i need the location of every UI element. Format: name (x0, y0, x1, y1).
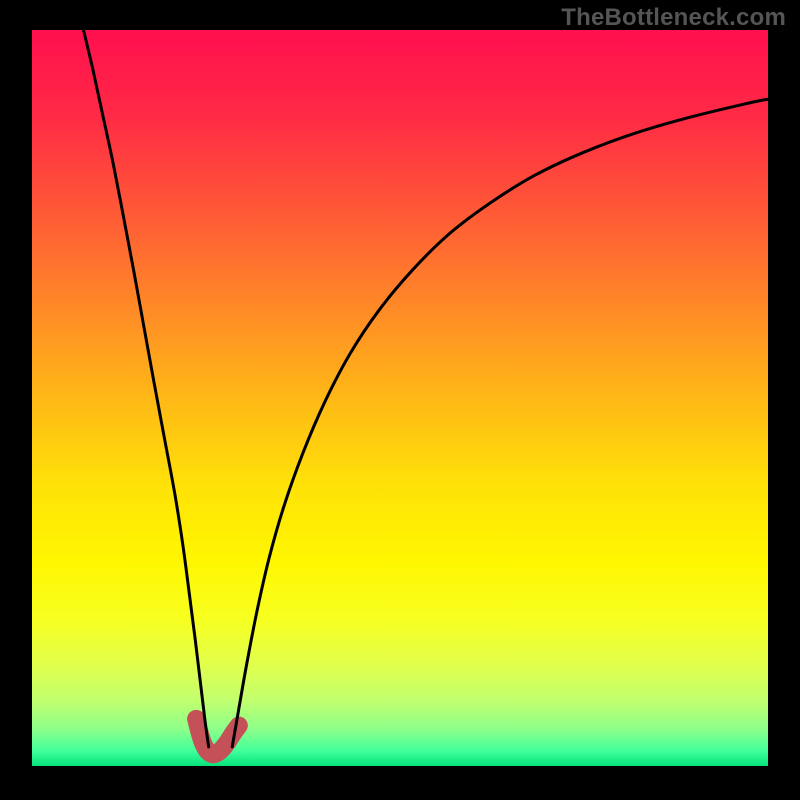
watermark-text: TheBottleneck.com (561, 4, 786, 32)
chart-stage: TheBottleneck.com (0, 0, 800, 800)
plot-background (32, 30, 768, 766)
bottleneck-chart (0, 0, 800, 800)
